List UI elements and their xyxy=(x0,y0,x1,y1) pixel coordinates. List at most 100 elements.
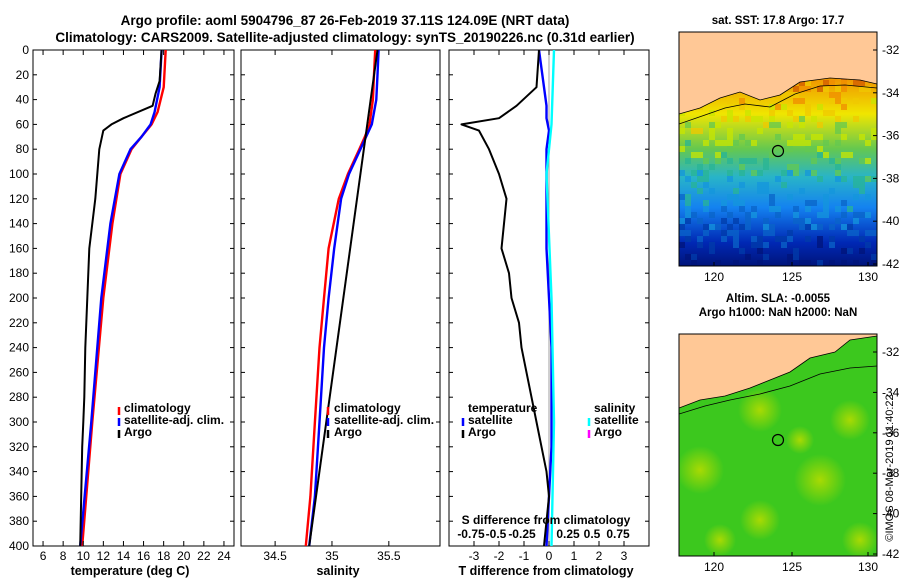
sst-pixel xyxy=(709,212,715,218)
sst-pixel xyxy=(835,122,841,128)
sst-pixel xyxy=(805,86,811,92)
sst-pixel xyxy=(721,152,727,158)
sst-pixel xyxy=(799,86,805,92)
sst-pixel xyxy=(745,254,751,260)
sst-pixel xyxy=(829,110,835,116)
sst-pixel xyxy=(733,236,739,242)
sst-pixel xyxy=(823,86,829,92)
sst-pixel xyxy=(865,158,871,164)
sst-pixel xyxy=(799,134,805,140)
sst-pixel xyxy=(871,254,877,260)
sst-coastline xyxy=(679,77,877,115)
x-tick-label: 18 xyxy=(157,549,171,563)
sst-pixel xyxy=(853,218,859,224)
sst-pixel xyxy=(685,176,691,182)
y-tick-label: 320 xyxy=(9,440,29,454)
sst-pixel xyxy=(793,140,799,146)
sst-argo-location-marker xyxy=(771,144,785,158)
sst-pixel xyxy=(805,218,811,224)
sst-pixel xyxy=(769,152,775,158)
sst-pixel xyxy=(835,92,841,98)
sst-pixel xyxy=(787,164,793,170)
sst-pixel xyxy=(805,206,811,212)
sst-pixel xyxy=(859,80,865,86)
sst-pixel xyxy=(763,122,769,128)
map-y-tick-label: -32 xyxy=(882,43,900,57)
sla-map-title-line-2: Argo h1000: NaN h2000: NaN xyxy=(699,307,858,319)
sla-land-mass xyxy=(679,334,877,408)
sst-pixel xyxy=(841,80,847,86)
sst-pixel xyxy=(793,86,799,92)
sst-pixel xyxy=(733,260,739,266)
y-tick-label: 280 xyxy=(9,390,29,404)
difference-ticks: -3 -2 -1 0 1 2 3 xyxy=(449,49,649,563)
x-tick-label: 35.5 xyxy=(377,549,401,563)
sst-pixel xyxy=(799,80,805,86)
sst-pixel xyxy=(697,152,703,158)
sla-anomaly-blob xyxy=(704,524,736,556)
sst-pixel xyxy=(751,212,757,218)
sst-pixel xyxy=(859,212,865,218)
map-y-tick-label: -32 xyxy=(882,345,900,359)
map-y-tick-label: -38 xyxy=(882,466,900,480)
sst-pixel xyxy=(817,146,823,152)
map-x-tick-label: 120 xyxy=(704,270,724,284)
sst-pixel xyxy=(727,170,733,176)
sst-pixel xyxy=(823,194,829,200)
sst-pixel xyxy=(685,218,691,224)
sst-pixel xyxy=(733,116,739,122)
sst-map: sat. SST: 17.8 Argo: 17.7 120 125 130 -32 -3… xyxy=(678,15,900,284)
sst-pixel xyxy=(679,194,685,200)
series-line-t-argo xyxy=(460,50,550,546)
temperature-legend: climatology satellite-adj. clim. Argo xyxy=(117,401,224,439)
legend-label-t-argo: Argo xyxy=(468,425,496,439)
sla-anomaly-blob xyxy=(740,500,780,540)
sst-pixel xyxy=(721,230,727,236)
sst-pixel xyxy=(763,188,769,194)
y-tick-label: 160 xyxy=(9,241,29,255)
sst-pixel xyxy=(829,236,835,242)
sla-coastline xyxy=(679,335,877,409)
sst-pixel xyxy=(805,170,811,176)
y-tick-label: 340 xyxy=(9,465,29,479)
sst-pixel xyxy=(739,224,745,230)
sst-pixel xyxy=(787,260,793,266)
sst-pixel xyxy=(739,104,745,110)
legend-label-climatology: climatology xyxy=(334,401,401,415)
sst-pixel xyxy=(709,188,715,194)
x-tick-label: 34.5 xyxy=(263,549,287,563)
sst-pixel xyxy=(679,170,685,176)
sst-pixel xyxy=(853,80,859,86)
sst-pixel xyxy=(727,176,733,182)
sst-pixel xyxy=(829,92,835,98)
series-line-climatology xyxy=(81,50,167,546)
sst-pixel xyxy=(853,182,859,188)
sst-pixel xyxy=(769,206,775,212)
sst-pixel xyxy=(817,86,823,92)
sst-pixel xyxy=(853,98,859,104)
sst-pixel xyxy=(853,230,859,236)
x-tick-label: -3 xyxy=(469,549,480,563)
sst-pixel xyxy=(679,242,685,248)
sst-pixel xyxy=(715,122,721,128)
x-tick-label: 8 xyxy=(60,549,67,563)
top-x-tick-label: 0.75 xyxy=(606,527,630,541)
sst-pixel xyxy=(823,212,829,218)
sla-anomaly-blob xyxy=(786,426,814,454)
map-y-tick-label: -34 xyxy=(882,385,900,399)
sst-pixel xyxy=(697,242,703,248)
sst-pixel xyxy=(805,224,811,230)
sst-pixel xyxy=(703,230,709,236)
sst-pixel xyxy=(703,140,709,146)
map-x-tick-label: 125 xyxy=(782,560,802,574)
sst-pixel xyxy=(697,236,703,242)
sst-pixel xyxy=(685,122,691,128)
sst-pixel xyxy=(703,158,709,164)
sst-pixel xyxy=(847,152,853,158)
sst-pixel xyxy=(835,158,841,164)
sst-pixel xyxy=(775,104,781,110)
sst-pixel xyxy=(703,206,709,212)
sst-pixel xyxy=(859,134,865,140)
sst-pixel xyxy=(835,116,841,122)
temperature-series-group xyxy=(79,50,167,546)
